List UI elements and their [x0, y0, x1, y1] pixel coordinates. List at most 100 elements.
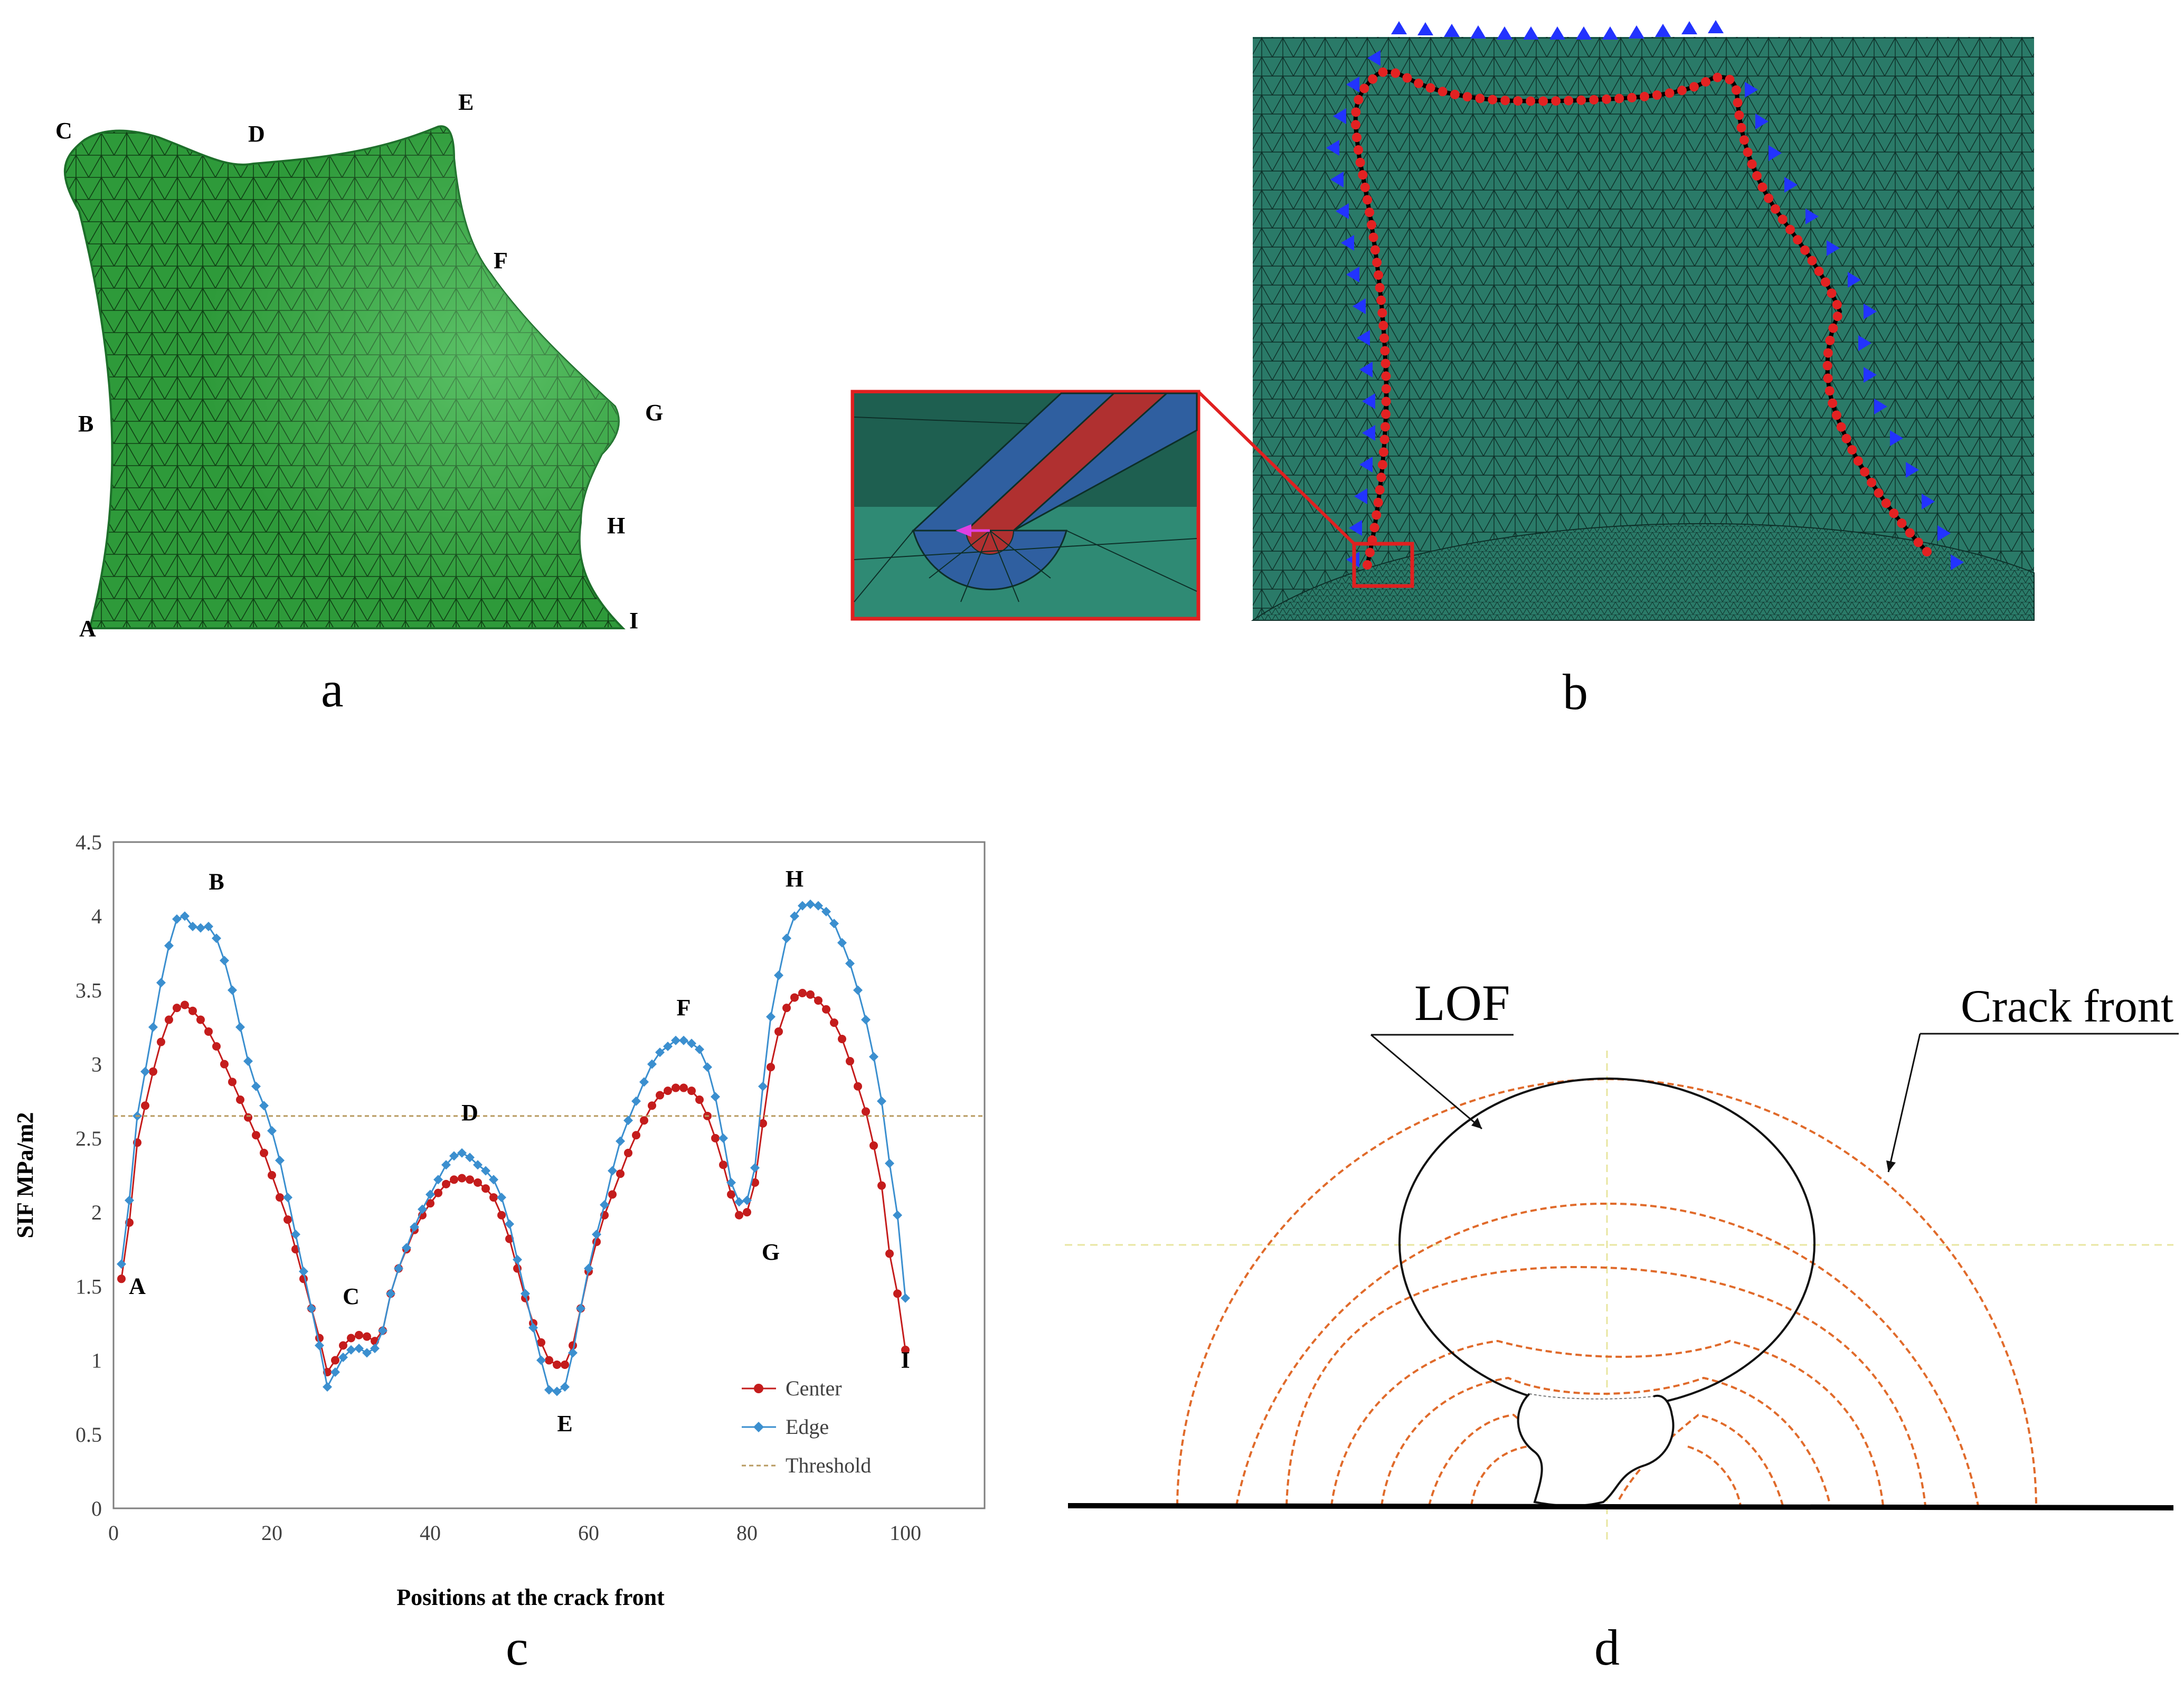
data-point-center	[339, 1341, 347, 1350]
crack-node	[1402, 73, 1412, 83]
crack-node	[1897, 518, 1907, 528]
data-point-edge	[212, 933, 221, 943]
data-point-center	[236, 1095, 244, 1104]
crack-node	[1425, 83, 1435, 93]
data-point-center	[727, 1190, 735, 1199]
data-point-center	[173, 1004, 181, 1013]
series-line-center	[120, 992, 906, 1374]
data-point-center	[157, 1037, 165, 1046]
crack-node	[1374, 270, 1384, 280]
data-point-center	[283, 1215, 292, 1224]
data-point-center	[561, 1360, 569, 1369]
crack-node	[1602, 94, 1612, 104]
data-point-edge	[299, 1267, 308, 1277]
data-point-edge	[180, 911, 190, 921]
legend-edge-label: Edge	[786, 1415, 829, 1439]
chart-point-label-e: E	[557, 1411, 572, 1437]
data-point-center	[672, 1083, 680, 1092]
x-tick-label: 80	[736, 1521, 758, 1545]
x-axis-label: Positions at the crack front	[396, 1584, 665, 1610]
data-point-center	[181, 1000, 189, 1009]
data-point-edge	[228, 985, 237, 995]
data-point-edge	[346, 1345, 356, 1355]
crack-node	[1373, 497, 1383, 507]
propagation-arrows-right	[1745, 82, 1964, 570]
crack-node	[1379, 434, 1389, 445]
crack-node	[1736, 122, 1746, 133]
crack-node	[1351, 107, 1361, 117]
crack-node	[1770, 204, 1780, 214]
data-point-edge	[449, 1151, 459, 1161]
crack-node	[1369, 523, 1379, 533]
data-point-edge	[679, 1035, 688, 1045]
crack-node	[1372, 510, 1382, 520]
x-tick-label: 100	[890, 1521, 921, 1545]
legend-center-marker	[754, 1384, 763, 1393]
y-tick-label: 1	[91, 1349, 102, 1373]
data-point-edge	[465, 1152, 475, 1163]
data-point-center	[363, 1332, 371, 1341]
crack-node	[1355, 157, 1365, 167]
crack-node	[1652, 90, 1662, 100]
panel-b-caption: b	[1563, 664, 1588, 720]
crack-node	[1379, 333, 1389, 343]
x-tick-label: 40	[420, 1521, 441, 1545]
crack-node	[1847, 445, 1857, 455]
panel-d-caption: d	[1594, 1619, 1620, 1676]
data-point-center	[656, 1091, 664, 1100]
crack-node	[1377, 308, 1387, 318]
data-point-edge	[148, 1022, 158, 1032]
data-point-edge	[307, 1303, 316, 1314]
data-point-center	[806, 990, 815, 999]
crack-node	[1757, 182, 1767, 192]
data-point-center	[711, 1133, 720, 1142]
base-surface-line	[1067, 1503, 2174, 1510]
crack-node	[1627, 92, 1637, 102]
point-label-d: D	[248, 121, 265, 147]
data-point-edge	[354, 1344, 364, 1354]
y-axis-label: SIF MPa/m2	[12, 1112, 38, 1238]
data-point-edge	[441, 1160, 451, 1170]
data-point-edge	[552, 1386, 562, 1396]
crack-node	[1807, 256, 1817, 266]
crack-node	[1366, 220, 1376, 230]
y-tick-label: 2.5	[75, 1127, 102, 1150]
crack-node	[1377, 460, 1387, 470]
crack-node	[1381, 371, 1391, 381]
data-point-center	[458, 1174, 466, 1183]
point-label-i: I	[629, 608, 638, 634]
data-point-center	[743, 1208, 751, 1217]
crack-node	[1823, 373, 1833, 383]
data-point-center	[228, 1078, 237, 1087]
data-point-center	[885, 1249, 894, 1258]
data-point-center	[188, 1006, 197, 1015]
data-point-center	[244, 1113, 252, 1122]
crack-node	[1370, 245, 1380, 255]
data-point-edge	[497, 1193, 506, 1203]
plot-frame	[112, 841, 986, 1509]
crack-node	[1764, 193, 1774, 203]
point-label-h: H	[607, 513, 625, 539]
crack-node	[1450, 89, 1460, 99]
crack-front-nodes	[1350, 67, 1932, 570]
data-point-edge	[885, 1158, 894, 1168]
data-point-edge	[418, 1204, 427, 1214]
data-point-center	[640, 1116, 648, 1125]
crack-node	[1860, 467, 1870, 477]
data-point-center	[268, 1171, 276, 1179]
crack-node	[1363, 195, 1373, 205]
panel-a-caption: a	[321, 661, 344, 717]
data-point-center	[149, 1067, 157, 1076]
data-point-edge	[814, 901, 823, 911]
data-point-edge	[125, 1195, 134, 1205]
data-point-edge	[378, 1326, 387, 1336]
propagation-arrows-left	[1326, 50, 1381, 568]
data-point-center	[774, 1027, 783, 1036]
lof-leader	[1370, 1034, 1482, 1130]
data-point-edge	[806, 899, 815, 909]
crack-node	[1381, 422, 1391, 432]
crack-node	[1785, 224, 1795, 234]
x-tick-label: 20	[261, 1521, 282, 1545]
crack-node	[1743, 147, 1753, 157]
data-point-center	[838, 1034, 846, 1043]
